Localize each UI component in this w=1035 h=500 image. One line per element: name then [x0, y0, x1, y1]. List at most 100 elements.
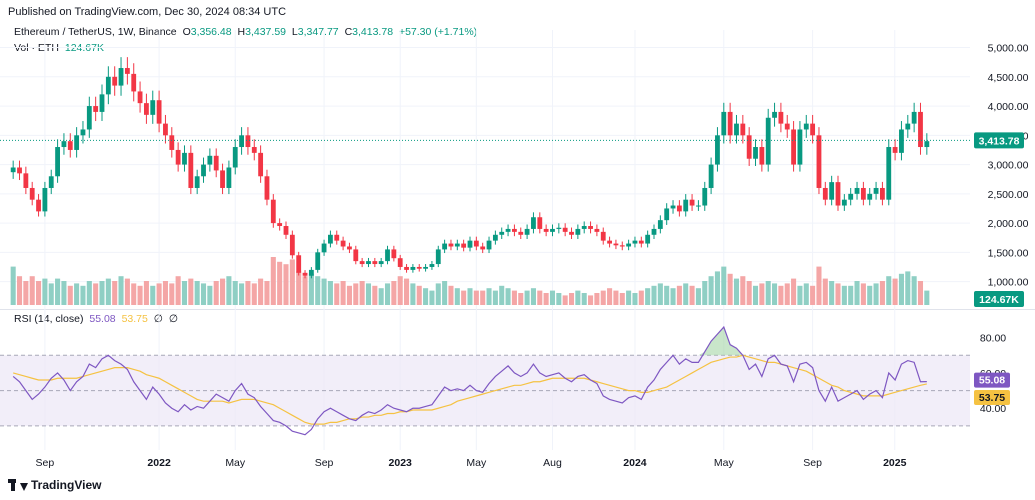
volume-bar [568, 293, 575, 305]
volume-bar [29, 276, 35, 305]
volume-bar [683, 283, 689, 305]
candle-body [632, 240, 638, 244]
volume-bar [150, 285, 156, 305]
volume-bar [892, 278, 898, 305]
volume-bar [124, 278, 130, 305]
candle-body [258, 152, 264, 177]
candle-body [80, 129, 86, 136]
volume-bar [359, 281, 365, 305]
volume-bar [676, 285, 682, 305]
candle-body [670, 205, 676, 209]
rsi-ma-badge [974, 389, 1010, 405]
volume-bar [340, 281, 346, 305]
candle-body [467, 240, 473, 248]
candle-body [854, 187, 860, 194]
candle-body [499, 231, 505, 235]
volume-bar [664, 285, 670, 305]
candle-body [175, 149, 181, 165]
candle-body [36, 199, 41, 212]
volume-bar [549, 290, 556, 305]
price-tick-label: 3,000.00 [988, 160, 1029, 172]
volume-bar [410, 283, 416, 305]
volume-bar [454, 288, 460, 305]
x-tick-label: Aug [543, 457, 562, 469]
rsi-extra-2: ∅ [168, 313, 179, 325]
candle-body [753, 147, 758, 159]
volume-bar [727, 273, 733, 305]
volume-bar [346, 285, 352, 305]
candle-body [562, 227, 568, 232]
volume-bar [194, 281, 200, 305]
candle-body [131, 73, 137, 92]
volume-bar [118, 276, 124, 305]
candle-body [137, 91, 143, 104]
volume-bar [289, 259, 295, 305]
candle-body [423, 266, 428, 269]
candle-body [664, 208, 670, 221]
candle-body [841, 199, 847, 206]
volume-bar [105, 278, 111, 305]
candle-body [359, 261, 365, 265]
close-label: C [344, 26, 353, 38]
candle-body [505, 228, 511, 232]
volume-bar [181, 281, 188, 305]
volume-bar [220, 278, 226, 305]
volume-bar [594, 293, 600, 305]
candle-body [543, 228, 549, 232]
candle-body [740, 123, 746, 136]
x-tick-label: 2025 [883, 457, 907, 469]
volume-bar [143, 281, 149, 305]
volume-bar [740, 276, 746, 305]
candle-body [207, 155, 213, 165]
candle-body [797, 129, 803, 165]
volume-bar [924, 290, 930, 305]
candle-body [118, 68, 124, 86]
candle-body [638, 240, 644, 244]
volume-bar [499, 285, 505, 305]
volume-bar [162, 281, 168, 305]
volume-bar [702, 281, 708, 305]
volume-bar [759, 283, 765, 305]
volume-bar [600, 290, 606, 305]
candle-body [924, 141, 930, 148]
candle-body [188, 152, 194, 188]
candle-body [911, 111, 917, 124]
candle-body [61, 141, 67, 148]
candle-body [746, 135, 752, 159]
volume-bar [175, 276, 181, 305]
price-tick-label: 4,500.00 [988, 72, 1029, 84]
candle-body [321, 243, 327, 253]
volume-bar [848, 285, 854, 305]
candle-body [626, 243, 632, 247]
volume-bar [86, 281, 92, 305]
candle-body [816, 135, 822, 188]
candle-body [822, 187, 828, 200]
volume-bar [10, 266, 16, 305]
candle-body [163, 123, 168, 136]
candle-body [150, 100, 156, 115]
volume-bar [575, 290, 581, 305]
candle-body [124, 68, 130, 74]
volume-bar [588, 295, 594, 305]
volume-bar [626, 290, 632, 305]
candle-body [251, 147, 257, 153]
volume-bar [213, 281, 219, 305]
volume-bar [645, 288, 651, 305]
candle-body [607, 240, 612, 244]
volume-bar [321, 278, 327, 305]
candle-body [55, 147, 60, 177]
rsi-ma-legend-value: 53.75 [121, 313, 148, 325]
volume-bar [137, 285, 143, 305]
candle-body [296, 255, 302, 273]
volume-bar [905, 271, 911, 305]
volume-bar [245, 281, 251, 305]
candle-body [74, 135, 80, 150]
candle-body [696, 205, 701, 207]
tradingview-logo-icon [8, 479, 28, 491]
candle-body [232, 147, 238, 168]
volume-bar [797, 285, 803, 305]
rsi-label: RSI (14, close) [14, 313, 84, 325]
volume-bar [42, 278, 48, 305]
price-tick-label: 2,500.00 [988, 189, 1029, 201]
